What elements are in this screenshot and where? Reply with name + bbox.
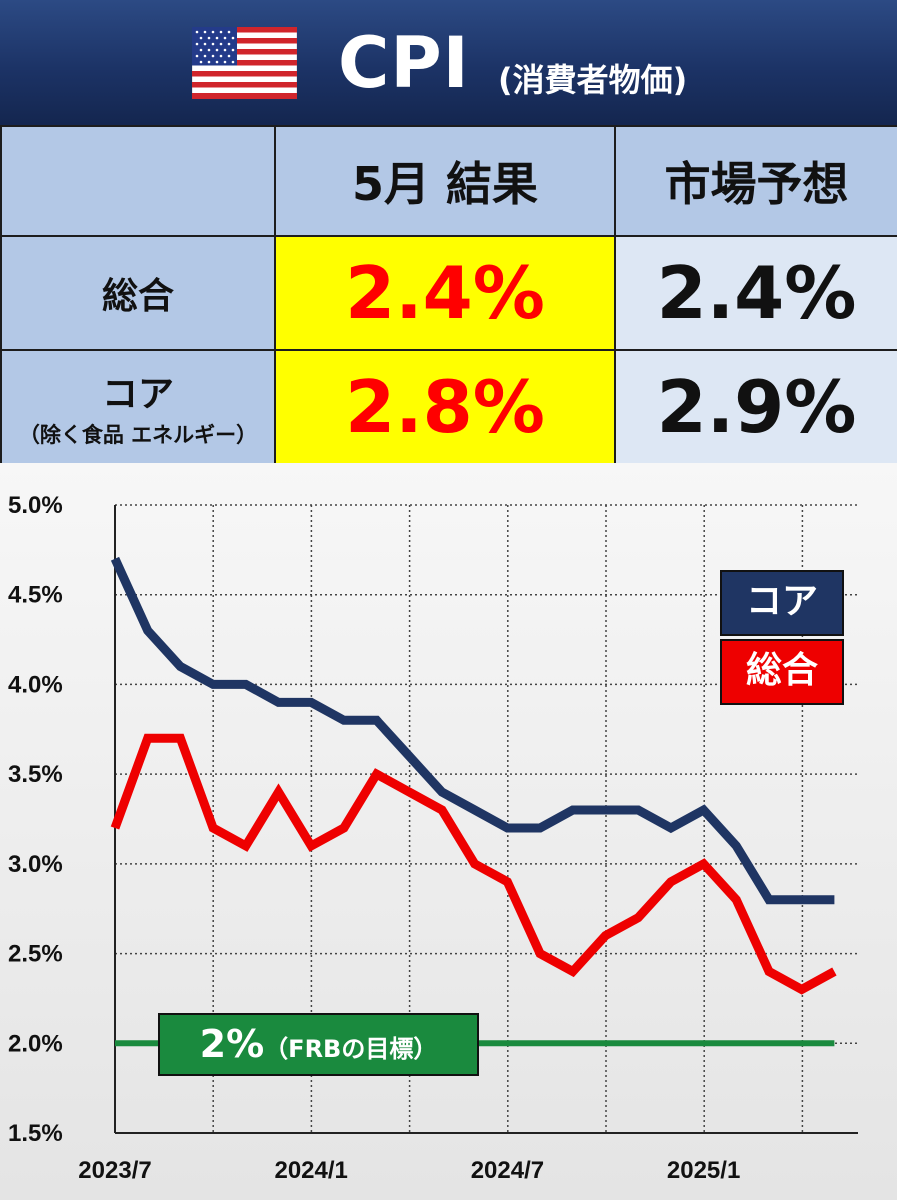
forecast-column-header: 市場予想: [614, 125, 897, 237]
series-line-headline: [110, 733, 837, 995]
x-tick-label: 2024/7: [471, 1157, 544, 1184]
row-label-cell: コア （除く食品 エネルギー）: [0, 349, 276, 465]
y-tick-label: 2.5%: [8, 941, 63, 968]
summary-table: 5月 結果 市場予想 総合 2.4% 2.4% コア （除く食品 エネルギー） …: [0, 125, 897, 465]
x-tick-label: 2024/1: [274, 1157, 347, 1184]
us-flag-icon: [192, 27, 297, 99]
target-label-sub: （FRBの目標）: [264, 1035, 438, 1063]
table-corner-cell: [0, 125, 276, 237]
y-tick-label: 1.5%: [8, 1120, 63, 1147]
y-tick-label: 4.0%: [8, 671, 63, 698]
x-tick-label: 2025/1: [667, 1157, 740, 1184]
series-line-core: [110, 556, 835, 905]
x-tick-label: 2023/7: [78, 1157, 151, 1184]
target-label: 2%（FRBの目標）: [158, 1013, 479, 1076]
legend-headline-label: 総合: [745, 650, 818, 691]
y-tick-label: 3.0%: [8, 851, 63, 878]
table-row: 総合 2.4% 2.4%: [0, 235, 897, 351]
forecast-value: 2.4%: [614, 235, 897, 351]
page-subtitle: (消費者物価): [498, 61, 688, 99]
row-label: 総合: [101, 276, 174, 317]
row-label: コア: [101, 374, 174, 415]
result-value: 2.4%: [274, 235, 616, 351]
result-column-header: 5月 結果: [274, 125, 616, 237]
target-label-main: 2%: [199, 1022, 265, 1066]
row-label-cell: 総合: [0, 235, 276, 351]
legend-headline: 総合: [720, 639, 844, 705]
legend-core: コア: [720, 570, 844, 636]
y-tick-label: 5.0%: [8, 492, 63, 519]
y-tick-label: 3.5%: [8, 761, 63, 788]
row-sublabel: （除く食品 エネルギー）: [18, 423, 258, 447]
forecast-value: 2.9%: [614, 349, 897, 465]
table-row: コア （除く食品 エネルギー） 2.8% 2.9%: [0, 349, 897, 465]
y-tick-label: 4.5%: [8, 582, 63, 609]
table-header-row: 5月 結果 市場予想: [0, 125, 897, 237]
y-tick-label: 2.0%: [8, 1030, 63, 1057]
page-title: CPI: [338, 22, 470, 104]
chart-area: 1.5% 2.0% 2.5% 3.0% 3.5% 4.0% 4.5% 5.0% 2023/7 20…: [0, 463, 897, 1200]
header-banner: CPI (消費者物価): [0, 0, 897, 125]
result-value: 2.8%: [274, 349, 616, 465]
legend-core-label: コア: [745, 581, 818, 622]
